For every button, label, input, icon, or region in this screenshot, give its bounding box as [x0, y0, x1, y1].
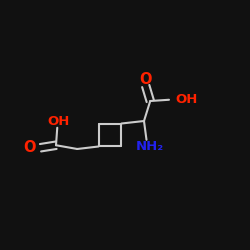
Text: O: O: [140, 72, 152, 87]
Text: O: O: [24, 140, 36, 155]
Text: NH₂: NH₂: [136, 140, 164, 152]
Text: OH: OH: [176, 93, 198, 106]
Text: OH: OH: [47, 115, 70, 128]
